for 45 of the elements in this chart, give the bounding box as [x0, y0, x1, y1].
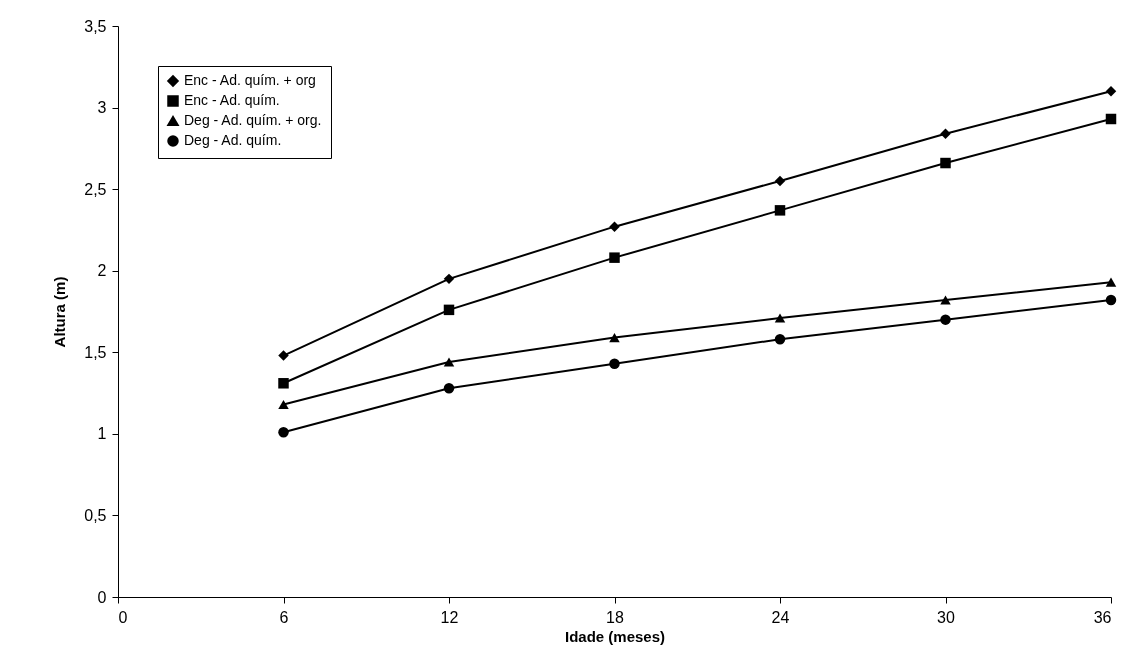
x-tick-label: 0 — [118, 608, 128, 626]
point — [278, 399, 289, 410]
point — [940, 128, 951, 139]
point — [774, 205, 786, 216]
y-tick-label: 2 — [97, 262, 107, 280]
point — [1105, 113, 1117, 125]
x-tick-label: 12 — [440, 608, 459, 626]
point — [609, 221, 620, 232]
point — [443, 357, 455, 367]
point — [443, 273, 455, 285]
legend-label: Deg - Ad. quím. — [184, 132, 282, 148]
point — [774, 175, 786, 187]
y-tick-label: 2,5 — [84, 180, 107, 198]
x-tick-label: 18 — [606, 608, 624, 626]
x-tick-label: 36 — [1093, 608, 1112, 626]
y-tick-label: 3 — [97, 99, 107, 117]
point — [940, 295, 951, 305]
point — [774, 334, 786, 345]
point — [443, 382, 455, 394]
point — [609, 333, 620, 343]
y-tick-label: 1 — [97, 425, 107, 443]
y-axis-title: Altura (m) — [51, 276, 69, 348]
point — [774, 313, 786, 323]
x-tick-label: 6 — [279, 608, 289, 626]
y-tick-label: 3,5 — [84, 17, 107, 35]
point — [940, 157, 951, 169]
y-tick-label: 1,5 — [84, 343, 107, 361]
y-tick-label: 0,5 — [84, 506, 107, 524]
x-tick-label: 24 — [771, 608, 790, 626]
point — [1105, 294, 1117, 306]
point — [609, 358, 620, 369]
point — [278, 426, 289, 438]
legend-label: Enc - Ad. quím. + org — [184, 72, 316, 88]
point — [1105, 86, 1117, 97]
point — [443, 304, 455, 316]
point — [1105, 277, 1117, 287]
point — [940, 314, 951, 325]
x-tick-label: 30 — [937, 608, 955, 626]
point — [278, 378, 289, 389]
y-tick-label: 0 — [97, 588, 107, 606]
x-axis-title: Idade (meses) — [564, 627, 666, 645]
legend-label: Deg - Ad. quím. + org. — [184, 112, 322, 128]
legend-label: Enc - Ad. quím. — [184, 92, 280, 108]
point — [609, 252, 620, 263]
point — [278, 350, 289, 361]
